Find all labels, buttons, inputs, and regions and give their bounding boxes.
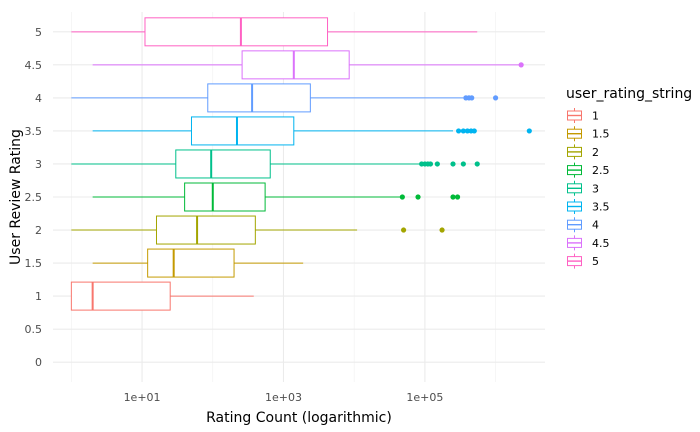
legend-item-3.5: 3.5 — [567, 199, 610, 214]
outlier-point — [474, 161, 480, 167]
legend-label: 1 — [592, 110, 599, 123]
box-iqr — [70, 281, 171, 311]
outlier-point — [427, 161, 434, 167]
legend-label: 4 — [592, 219, 599, 232]
y-tick-label: 4 — [35, 92, 42, 105]
outlier-point — [454, 194, 461, 200]
box-iqr — [207, 83, 311, 113]
legend-item-2.5: 2.5 — [567, 162, 610, 178]
box-series-1.5 — [92, 248, 304, 278]
y-tick-label: 0.5 — [25, 323, 43, 336]
y-tick-label: 4.5 — [25, 59, 43, 72]
box-iqr — [190, 116, 295, 146]
outlier-point — [460, 161, 466, 167]
box-iqr — [241, 50, 350, 80]
box-series-4 — [71, 83, 499, 113]
legend-item-1: 1 — [567, 108, 599, 123]
box-series-2.5 — [92, 182, 461, 212]
y-tick-label: 0 — [35, 356, 42, 369]
x-tick-label: 1e+05 — [406, 391, 443, 404]
y-tick-label: 2.5 — [25, 191, 43, 204]
legend-title: user_rating_string — [566, 86, 692, 102]
legend: user_rating_string 1 1.5 2 2.5 3 3.5 4 4.5 5 — [566, 86, 692, 269]
outlier-point — [526, 128, 532, 134]
x-tick-label: 1e+01 — [124, 391, 161, 404]
box-iqr — [184, 182, 266, 212]
box-series-4.5 — [92, 50, 524, 80]
box-series-2 — [71, 215, 445, 245]
y-tick-label: 1.5 — [25, 257, 43, 270]
boxes-layer — [70, 17, 532, 311]
outlier-point — [415, 194, 421, 200]
legend-item-3: 3 — [567, 180, 599, 196]
outlier-point — [469, 95, 475, 101]
legend-item-4: 4 — [567, 217, 599, 233]
legend-item-5: 5 — [567, 253, 599, 269]
box-series-1 — [70, 281, 254, 311]
legend-label: 3 — [592, 182, 599, 195]
outlier-point — [471, 128, 477, 134]
y-tick-label: 3.5 — [25, 125, 43, 138]
box-iqr — [155, 215, 256, 245]
x-tick-label: 1e+03 — [265, 391, 302, 404]
y-axis-title: User Review Rating — [8, 129, 24, 265]
legend-label: 3.5 — [592, 201, 610, 214]
y-tick-label: 1 — [35, 290, 42, 303]
box-iqr — [147, 248, 235, 278]
legend-label: 2 — [592, 146, 599, 159]
legend-label: 4.5 — [592, 237, 610, 250]
box-series-3.5 — [92, 116, 532, 146]
legend-label: 2.5 — [592, 164, 610, 177]
axis-layer: 1e+01 1e+03 1e+05 0 0.5 1 1.5 2 2.5 3 3.5 4 4.5 5 — [25, 26, 444, 404]
box-series-3 — [71, 149, 480, 179]
outlier-point — [439, 227, 445, 233]
legend-item-1.5: 1.5 — [567, 126, 610, 142]
outlier-point — [400, 227, 407, 233]
box-iqr — [144, 17, 329, 47]
y-tick-label: 3 — [35, 158, 42, 171]
outlier-point — [399, 194, 405, 200]
y-tick-label: 5 — [35, 26, 42, 39]
outlier-point — [464, 128, 471, 134]
outlier-point — [460, 128, 466, 134]
legend-label: 1.5 — [592, 128, 610, 141]
legend-item-2: 2 — [567, 144, 599, 160]
y-tick-label: 2 — [35, 224, 42, 237]
outlier-point — [450, 161, 456, 167]
outlier-point — [492, 95, 499, 101]
outlier-point — [456, 128, 462, 134]
box-series-5 — [71, 17, 478, 47]
outlier-point — [518, 62, 524, 68]
legend-item-4.5: 4.5 — [567, 235, 610, 251]
x-axis-title: Rating Count (logarithmic) — [206, 410, 392, 426]
outlier-point — [450, 194, 456, 200]
legend-label: 5 — [592, 255, 599, 268]
box-iqr — [175, 149, 271, 179]
outlier-point — [434, 161, 440, 167]
